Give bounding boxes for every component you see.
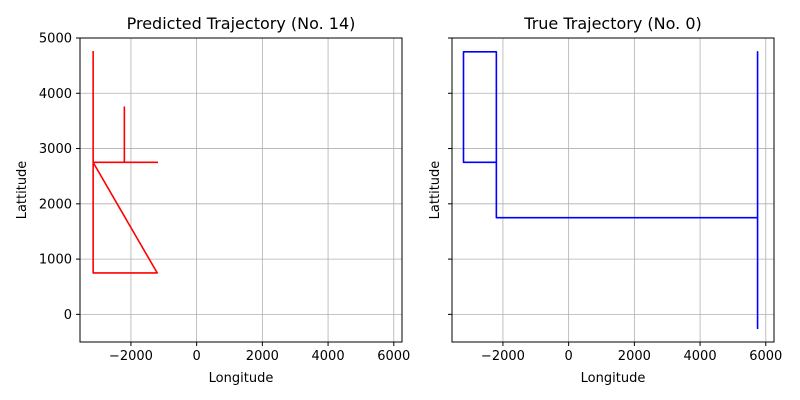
x-tick-label: 6000 (377, 349, 410, 364)
x-tick-label: −2000 (481, 349, 525, 364)
x-axis-label: Longitude (581, 371, 646, 386)
predicted-trajectory-panel: Predicted Trajectory (No. 14) −2000 0 2000… (15, 14, 410, 386)
y-axis-label: Lattitude (15, 161, 30, 220)
x-axis-label: Longitude (209, 371, 274, 386)
x-tick-label: 2000 (618, 349, 651, 364)
chart-title: True Trajectory (No. 0) (523, 14, 701, 33)
plot-frame (451, 37, 775, 343)
plot-frame (79, 37, 403, 343)
chart-title: Predicted Trajectory (No. 14) (127, 14, 356, 33)
x-tick-label: 4000 (312, 349, 345, 364)
x-tick-label: 6000 (749, 349, 782, 364)
trajectory-line (92, 51, 159, 274)
ticks: −2000 0 2000 4000 6000 0 1000 2000 3000 4000 5000 (39, 32, 410, 365)
y-tick-label: 1000 (39, 253, 72, 268)
x-tick-label: −2000 (109, 349, 153, 364)
ticks: −2000 0 2000 4000 6000 (448, 37, 782, 364)
y-tick-label: 3000 (39, 142, 72, 157)
true-trajectory-panel: True Trajectory (No. 0) −2000 0 2000 4000 60… (428, 14, 782, 386)
x-tick-label: 0 (565, 349, 573, 364)
y-axis-label: Lattitude (428, 161, 443, 220)
trajectory-line (462, 51, 759, 329)
y-tick-label: 2000 (39, 197, 72, 212)
y-tick-label: 4000 (39, 87, 72, 102)
x-tick-label: 2000 (246, 349, 279, 364)
data-series (92, 51, 159, 274)
x-tick-label: 4000 (684, 349, 717, 364)
x-tick-label: 0 (193, 349, 201, 364)
y-tick-label: 0 (64, 308, 72, 323)
y-tick-label: 5000 (39, 32, 72, 47)
data-series (462, 51, 759, 329)
